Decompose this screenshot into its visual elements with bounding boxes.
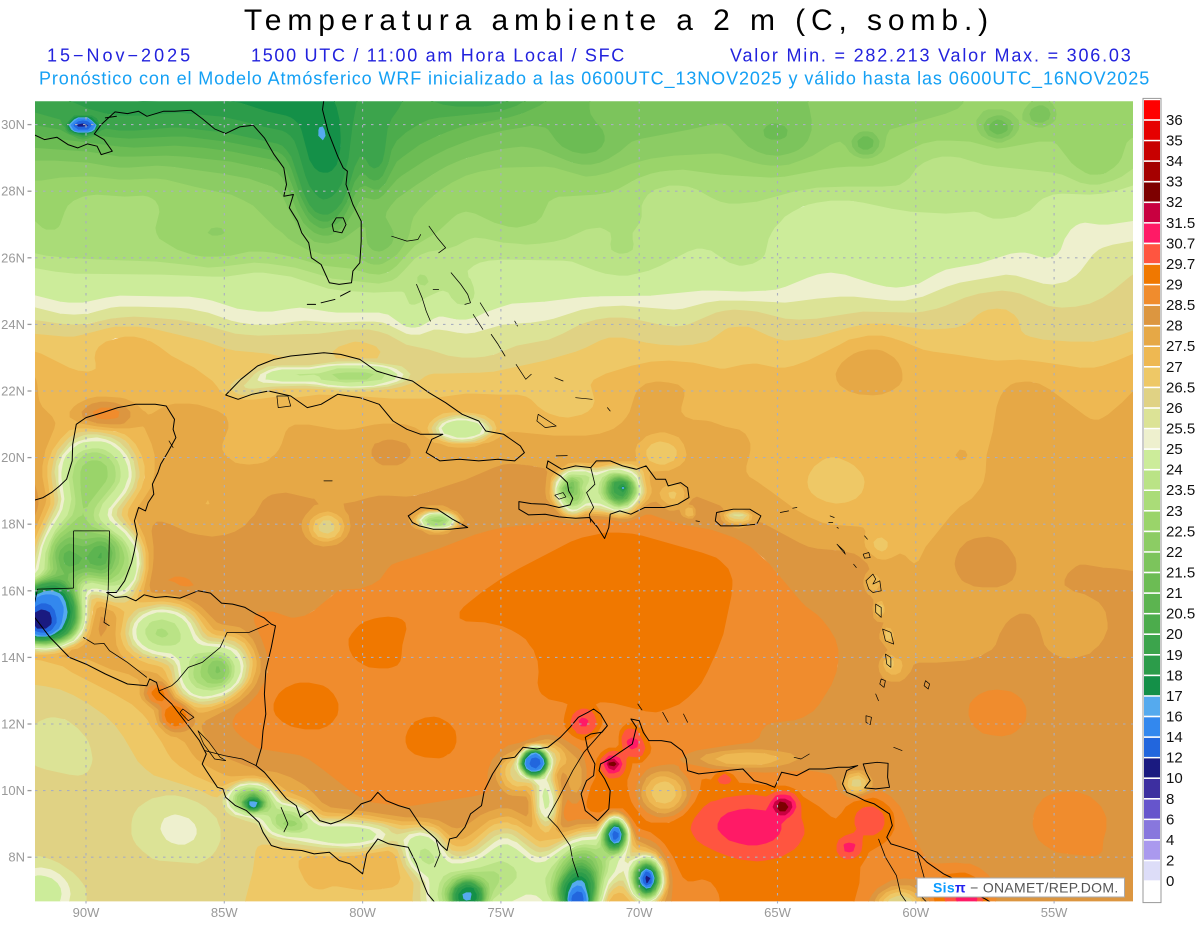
svg-text:85W: 85W [211,905,238,920]
svg-text:6: 6 [1166,811,1174,828]
svg-text:2: 2 [1166,853,1174,870]
svg-text:12N: 12N [1,717,25,732]
svg-text:24: 24 [1166,462,1183,479]
svg-text:31.5: 31.5 [1166,215,1195,232]
svg-text:1500 UTC / 11:00 am Hora Local: 1500 UTC / 11:00 am Hora Local / SFC [251,46,626,66]
svg-text:20N: 20N [1,450,25,465]
svg-text:33: 33 [1166,174,1183,191]
svg-text:Sisπ − ONAMET/REP.DOM.: Sisπ − ONAMET/REP.DOM. [933,880,1119,896]
svg-text:Temperatura ambiente a 2 m (C,: Temperatura ambiente a 2 m (C, somb.) [244,4,994,37]
svg-text:10N: 10N [1,783,25,798]
svg-text:18: 18 [1166,667,1183,684]
svg-text:23.5: 23.5 [1166,482,1195,499]
svg-text:15−Nov−2025: 15−Nov−2025 [47,46,193,66]
svg-text:28.5: 28.5 [1166,297,1195,314]
svg-text:28N: 28N [1,184,25,199]
svg-text:22: 22 [1166,544,1183,561]
svg-text:60W: 60W [902,905,929,920]
svg-text:8: 8 [1166,791,1174,808]
svg-text:55W: 55W [1041,905,1068,920]
svg-text:12: 12 [1166,750,1183,767]
svg-text:26N: 26N [1,250,25,265]
svg-text:14: 14 [1166,729,1183,746]
svg-text:25.5: 25.5 [1166,421,1195,438]
svg-text:16: 16 [1166,709,1183,726]
svg-text:22.5: 22.5 [1166,523,1195,540]
svg-text:22N: 22N [1,384,25,399]
svg-text:20.5: 20.5 [1166,606,1195,623]
svg-text:28: 28 [1166,318,1183,335]
svg-text:8N: 8N [8,850,25,865]
svg-text:75W: 75W [488,905,515,920]
svg-text:19: 19 [1166,647,1183,664]
svg-text:27.5: 27.5 [1166,338,1195,355]
svg-text:90W: 90W [73,905,100,920]
svg-text:16N: 16N [1,583,25,598]
svg-text:30N: 30N [1,117,25,132]
svg-text:27: 27 [1166,359,1183,376]
svg-text:80W: 80W [349,905,376,920]
svg-text:Valor Min. = 282.213 Valor Ma: Valor Min. = 282.213 Valor Max. = 306.03 [730,46,1133,66]
svg-text:21.5: 21.5 [1166,565,1195,582]
svg-text:26: 26 [1166,400,1183,417]
svg-text:0: 0 [1166,873,1174,890]
svg-text:10: 10 [1166,770,1183,787]
svg-text:17: 17 [1166,688,1183,705]
svg-text:4: 4 [1166,832,1174,849]
svg-text:26.5: 26.5 [1166,379,1195,396]
svg-text:70W: 70W [626,905,653,920]
svg-text:25: 25 [1166,441,1183,458]
svg-text:21: 21 [1166,585,1183,602]
svg-text:65W: 65W [764,905,791,920]
svg-text:36: 36 [1166,112,1183,129]
svg-text:14N: 14N [1,650,25,665]
svg-text:20: 20 [1166,626,1183,643]
svg-text:29: 29 [1166,277,1183,294]
svg-text:30.7: 30.7 [1166,235,1195,252]
svg-text:18N: 18N [1,517,25,532]
svg-text:24N: 24N [1,317,25,332]
svg-text:23: 23 [1166,503,1183,520]
svg-text:29.7: 29.7 [1166,256,1195,273]
svg-text:34: 34 [1166,153,1183,170]
svg-text:32: 32 [1166,194,1183,211]
svg-text:35: 35 [1166,133,1183,150]
svg-text:Pronóstico con el Modelo Atmós: Pronóstico con el Modelo Atmósferico WRF… [39,69,1150,90]
